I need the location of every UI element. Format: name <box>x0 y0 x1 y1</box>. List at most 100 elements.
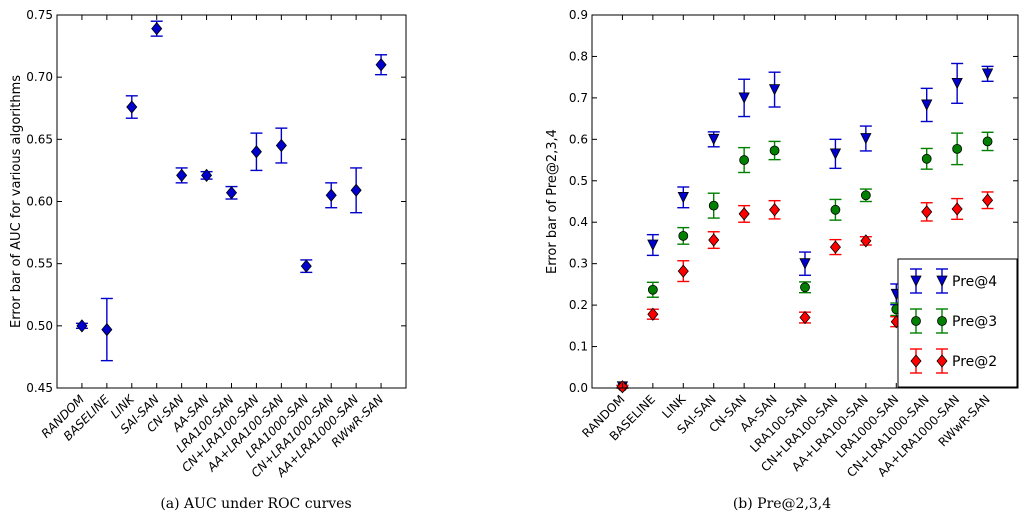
precision-caption: (b) Pre@2,3,4 <box>733 496 831 512</box>
pre-2-point-baseline <box>646 307 659 321</box>
precision-y-tick-label: 0.7 <box>569 91 588 105</box>
auc-point-random <box>75 319 88 333</box>
pre-2-marker <box>799 310 811 325</box>
pre-3-point-cn-lra1000-san <box>920 147 933 170</box>
precision-y-tick-label: 0.2 <box>569 298 588 312</box>
precision-y-ticks: 0.0 0.1 0.2 0.3 0.4 0.5 0.6 0.7 0.8 0.9 <box>569 8 1018 395</box>
auc-marker <box>325 188 337 202</box>
precision-y-tick-label: 0.5 <box>569 174 588 188</box>
pre-4-point-cn-lra1000-san <box>920 87 933 123</box>
pre-2-marker <box>982 193 994 207</box>
auc-y-ticks: 0.45 0.50 0.55 0.60 0.65 0.70 0.75 <box>26 8 406 395</box>
pre-4-marker <box>829 148 842 160</box>
auc-x-ticks: RANDOMBASELINELINKSAI-SANCN-SANAA-SANLRA… <box>39 15 386 480</box>
legend-label-pre-2: Pre@2 <box>952 354 997 370</box>
precision-y-tick-label: 0.6 <box>569 132 588 146</box>
pre-2-marker <box>769 203 781 217</box>
auc-point-cn-lra1000-san <box>325 182 338 209</box>
auc-marker <box>375 58 387 72</box>
auc-marker <box>275 138 287 153</box>
auc-marker <box>250 145 262 159</box>
pre-3-point-cn-san <box>738 146 751 174</box>
legend-entry-pre-2: Pre@2 <box>910 348 997 374</box>
auc-chart: 0.45 0.50 0.55 0.60 0.65 0.70 0.75 RANDOMBASEL… <box>9 8 407 512</box>
pre-3-point-lra100-san <box>799 281 811 294</box>
pre-4-point-aa-san <box>768 71 781 108</box>
pre-4-point-rwwr-san <box>981 65 994 83</box>
auc-point-cn-lra100-san <box>250 132 263 172</box>
pre-2-marker <box>708 233 720 247</box>
auc-point-sai-san <box>150 20 163 37</box>
auc-y-axis-title: Error bar of AUC for various algorithms <box>9 75 24 328</box>
precision-y-tick-label: 0.1 <box>569 340 588 354</box>
pre-4-marker <box>799 258 811 270</box>
pre-3-point-cn-lra100-san <box>829 198 842 221</box>
auc-marker <box>350 183 362 197</box>
pre-2-point-lra100-san <box>799 310 811 325</box>
legend-label-pre-4: Pre@4 <box>952 274 997 290</box>
auc-marker <box>151 22 163 36</box>
pre-2-marker <box>860 234 872 248</box>
pre-4-point-aa-lra100-san <box>859 125 872 152</box>
precision-y-axis-title: Error bar of Pre@2,3,4 <box>545 129 560 274</box>
pre-4-marker <box>860 133 872 145</box>
pre-2-point-aa-lra100-san <box>859 234 872 248</box>
pre-4-marker <box>951 77 963 90</box>
pre-4-point-sai-san <box>707 131 720 148</box>
auc-y-tick-label: 0.60 <box>26 195 53 209</box>
auc-point-rwwr-san <box>375 54 388 76</box>
pre-3-marker <box>860 190 871 201</box>
pre-3-marker <box>708 200 719 211</box>
auc-point-link <box>125 95 138 119</box>
pre-2-marker <box>951 202 963 216</box>
pre-3-marker <box>800 282 810 293</box>
pre-2-point-aa-lra1000-san <box>951 197 964 221</box>
auc-y-tick-label: 0.70 <box>26 70 53 84</box>
pre-2-marker <box>677 264 689 278</box>
pre-2-point-aa-san <box>768 199 781 220</box>
legend-marker-pre-3 <box>937 316 947 326</box>
auc-marks <box>75 20 388 362</box>
pre-2-point-link <box>677 260 690 283</box>
auc-marker <box>126 100 138 114</box>
auc-marker <box>201 168 213 183</box>
precision-marks <box>616 62 994 394</box>
pre-3-marker <box>830 204 841 215</box>
precision-y-tick-label: 0.3 <box>569 257 588 271</box>
pre-2-point-rwwr-san <box>981 191 994 210</box>
pre-3-point-aa-lra1000-san <box>951 132 964 166</box>
pre-4-point-cn-lra100-san <box>829 138 842 170</box>
legend-marker-pre-4 <box>910 275 922 287</box>
pre-3-marker <box>769 145 780 156</box>
pre-4-marker <box>981 68 994 80</box>
pre-2-point-cn-lra1000-san <box>920 202 933 222</box>
legend-marker-pre-4 <box>936 275 948 287</box>
legend: Pre@4 Pre@3 Pre@2 <box>897 258 1018 388</box>
auc-marker <box>101 322 113 337</box>
auc-point-baseline <box>100 297 113 362</box>
pre-2-point-cn-lra100-san <box>829 238 842 256</box>
pre-2-point-cn-san <box>738 204 751 223</box>
pre-4-marker <box>708 133 720 146</box>
precision-y-tick-label: 0.0 <box>569 381 588 395</box>
pre-4-point-baseline <box>646 233 659 257</box>
pre-2-marker <box>738 207 750 221</box>
auc-caption: (a) AUC under ROC curves <box>160 496 351 512</box>
auc-marker <box>225 186 238 200</box>
auc-marker <box>76 319 88 333</box>
auc-point-aa-lra100-san <box>275 127 288 164</box>
legend-marker-pre-2 <box>936 354 948 368</box>
pre-4-point-link <box>677 186 690 209</box>
auc-y-tick-label: 0.45 <box>26 381 53 395</box>
legend-marker-pre-2 <box>910 354 922 368</box>
legend-marker-pre-3 <box>911 316 921 326</box>
pre-2-point-sai-san <box>707 231 720 250</box>
pre-4-marker <box>921 99 933 111</box>
pre-2-marker <box>921 205 933 219</box>
pre-4-marker <box>738 92 750 104</box>
legend-entry-pre-4: Pre@4 <box>910 268 997 294</box>
pre-3-point-sai-san <box>707 192 720 219</box>
pre-4-marker <box>647 239 659 251</box>
pre-4-point-aa-lra1000-san <box>951 62 964 104</box>
auc-y-tick-label: 0.50 <box>26 319 53 333</box>
